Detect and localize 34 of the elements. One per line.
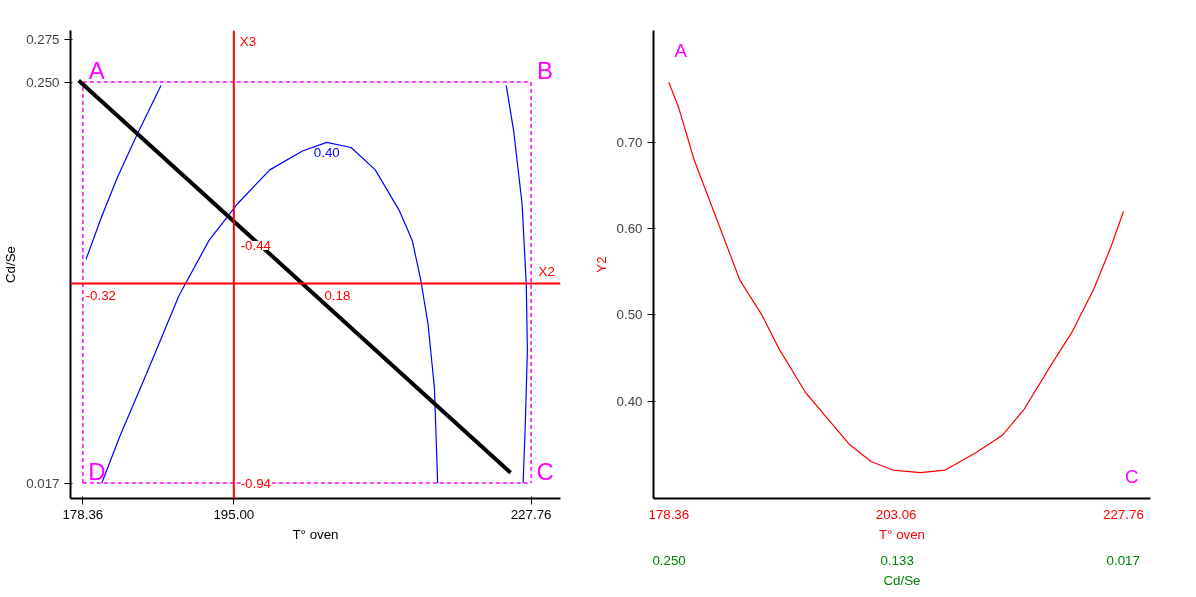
x2-tick-label: 0.133 — [880, 552, 914, 568]
annotation: D — [88, 457, 106, 485]
x2-tick-label: 0.017 — [1106, 552, 1140, 568]
y-tick-label: 0.275 — [26, 31, 60, 47]
x-tick-label: 227.76 — [510, 506, 552, 522]
x-axis-title: T° oven — [292, 526, 339, 542]
y-tick-label: 0.250 — [26, 74, 60, 90]
annotation: 0.18 — [324, 287, 351, 303]
annotation: A — [674, 39, 688, 61]
annotation: -0.44 — [240, 238, 272, 254]
x2-tick-label: 0.250 — [652, 552, 686, 568]
y-axis-title: Y2 — [593, 256, 609, 273]
annotation: A — [88, 56, 105, 84]
y-axis-title: Cd/Se — [3, 245, 19, 284]
annotation: B — [537, 56, 554, 84]
y-tick-label: 0.50 — [616, 307, 643, 323]
x-tick-label: 203.06 — [875, 506, 917, 522]
x-tick-label: 178.36 — [648, 506, 690, 522]
annotation: C — [536, 457, 554, 485]
y-tick-label: 0.40 — [616, 393, 643, 409]
annotation: C — [1125, 466, 1139, 487]
y-tick-label: 0.017 — [26, 475, 60, 491]
x-axis-title: T° oven — [878, 526, 926, 542]
ref-line-label: X2 — [538, 264, 555, 280]
ref-line-label: X3 — [239, 33, 257, 49]
y-tick-label: 0.70 — [616, 135, 643, 151]
x-tick-label: 195.00 — [213, 506, 255, 522]
x2-axis-title: Cd/Se — [883, 572, 921, 588]
x-tick-label: 227.76 — [1103, 506, 1144, 522]
y-tick-label: 0.60 — [616, 221, 643, 237]
annotation: 0.40 — [313, 144, 340, 160]
x-tick-label: 178.36 — [62, 506, 104, 522]
annotation: -0.32 — [85, 287, 117, 303]
annotation: -0.94 — [240, 475, 272, 491]
